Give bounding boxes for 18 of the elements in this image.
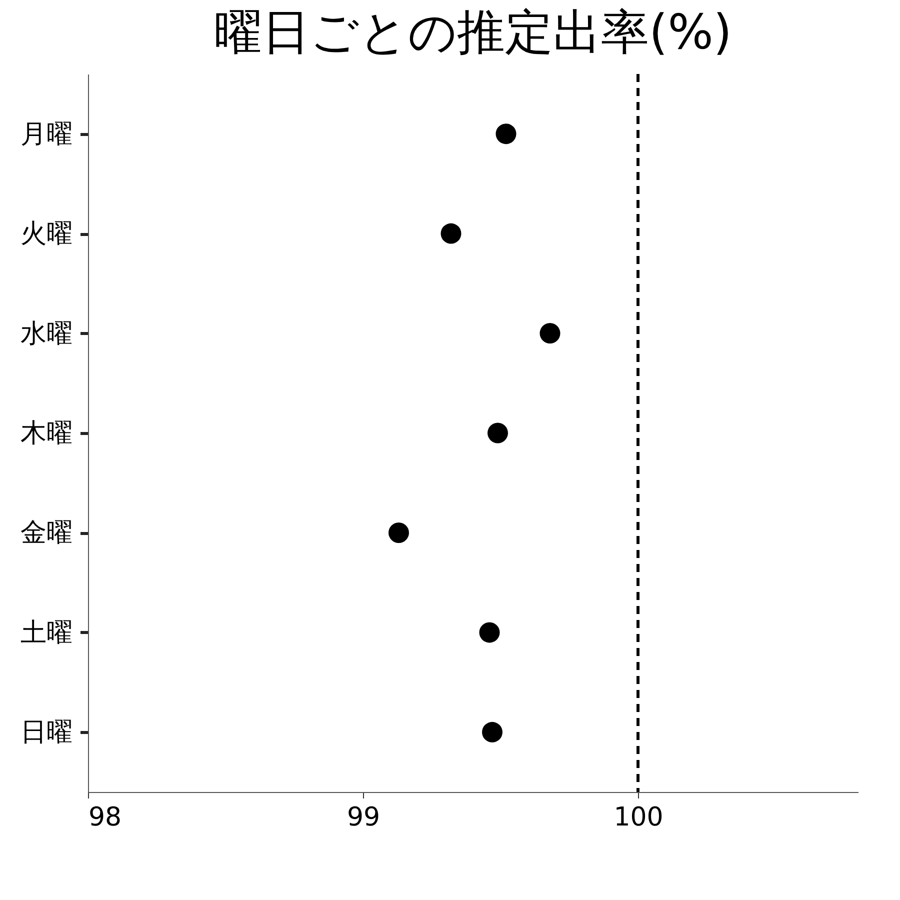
chart-title: 曜日ごとの推定出率(%) xyxy=(214,4,732,60)
point xyxy=(496,124,516,144)
point xyxy=(440,223,462,244)
point xyxy=(388,522,409,543)
y-tick-label: 木曜 xyxy=(20,418,72,448)
x-tick-label: 100 xyxy=(614,802,664,832)
x-tick-label: 99 xyxy=(346,802,380,832)
y-tick-label: 金曜 xyxy=(20,518,72,548)
point xyxy=(479,622,500,643)
x-tick-label: 98 xyxy=(88,802,122,832)
y-tick-label: 水曜 xyxy=(20,318,72,349)
y-tick-label: 土曜 xyxy=(20,618,72,648)
y-tick-label: 月曜 xyxy=(20,119,72,150)
point xyxy=(488,422,508,444)
point xyxy=(482,722,502,742)
point xyxy=(540,323,560,344)
y-tick-label: 日曜 xyxy=(20,718,72,748)
y-tick-label: 火曜 xyxy=(20,219,72,250)
